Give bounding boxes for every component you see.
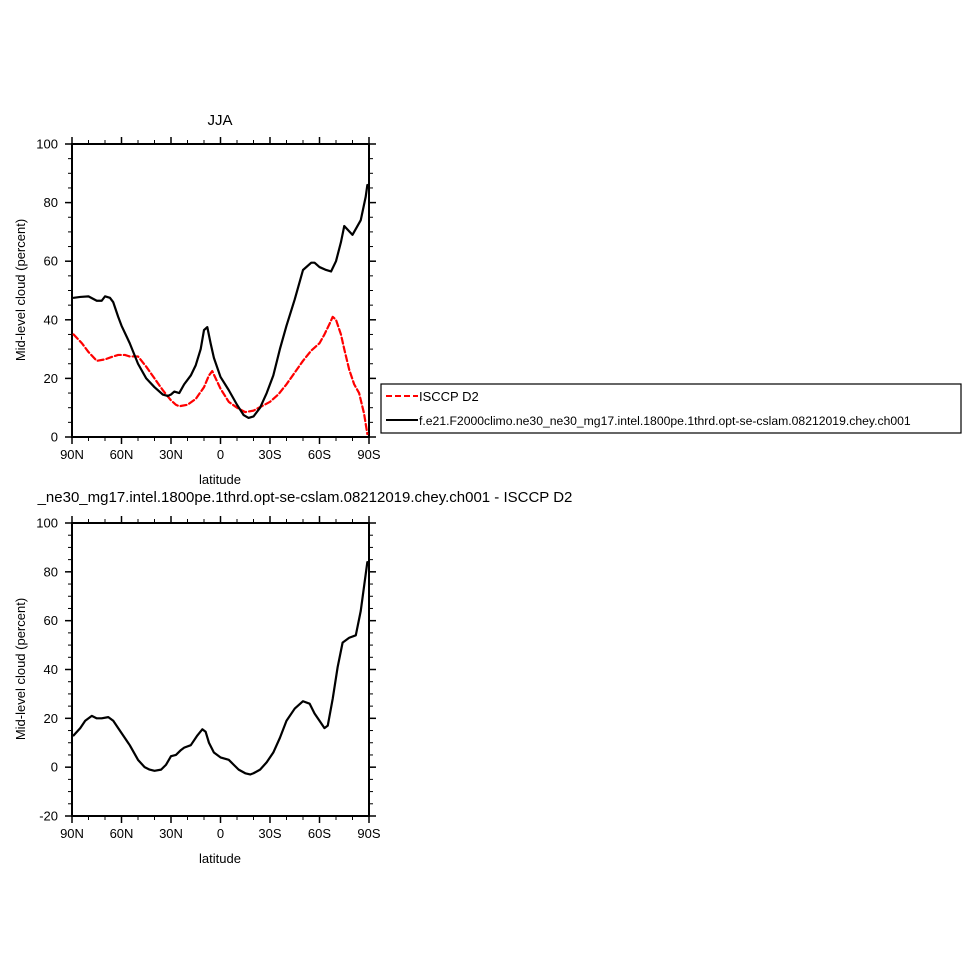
- bottom-axis-ticks: [65, 516, 376, 823]
- bottom-x-axis-label: latitude: [199, 851, 241, 866]
- y-tick-label: 20: [44, 711, 58, 726]
- series-line-1: [72, 183, 369, 420]
- y-tick-label: 40: [44, 662, 58, 677]
- y-tick-label: 100: [36, 516, 58, 531]
- y-tick-label: 0: [51, 430, 58, 445]
- y-tick-label: 80: [44, 195, 58, 210]
- x-tick-label: 30S: [258, 826, 281, 841]
- x-tick-label: 60S: [308, 447, 331, 462]
- top-x-tick-labels: 90N 60N 30N 0 30S 60S 90S: [60, 447, 381, 462]
- top-series-lines: [72, 183, 369, 436]
- y-tick-label: 60: [44, 254, 58, 269]
- top-chart-title: JJA: [207, 112, 232, 129]
- legend-box: [380, 383, 962, 434]
- top-y-tick-labels: 0 20 40 60 80 100: [36, 137, 58, 445]
- y-tick-label: 60: [44, 613, 58, 628]
- x-tick-label: 60N: [110, 447, 134, 462]
- y-tick-label: 80: [44, 564, 58, 579]
- legend: ISCCP D2 f.e21.F2000climo.ne30_ne30_mg17…: [380, 383, 962, 434]
- series-line-0: [72, 560, 369, 776]
- legend-label-model: f.e21.F2000climo.ne30_ne30_mg17.intel.18…: [419, 414, 911, 428]
- x-tick-label: 0: [217, 447, 224, 462]
- top-panel: JJA 90N 60N 30N 0 30S 60S 90S 0 20 40 60 80 100 lat…: [13, 112, 381, 487]
- bottom-panel: _ne30_mg17.intel.1800pe.1thrd.opt-se-csl…: [13, 489, 572, 866]
- y-tick-label: 100: [36, 137, 58, 152]
- bottom-plot-frame: [71, 522, 370, 817]
- x-tick-label: 60N: [110, 826, 134, 841]
- bottom-series-lines: [72, 560, 369, 776]
- legend-label-isccp: ISCCP D2: [419, 389, 479, 404]
- x-tick-label: 30N: [159, 447, 183, 462]
- x-tick-label: 90N: [60, 447, 84, 462]
- y-tick-label: 0: [51, 760, 58, 775]
- bottom-y-axis-label: Mid-level cloud (percent): [13, 598, 28, 740]
- y-tick-label: -20: [39, 809, 58, 824]
- top-axis-ticks: [65, 137, 376, 444]
- bottom-x-tick-labels: 90N 60N 30N 0 30S 60S 90S: [60, 826, 381, 841]
- x-tick-label: 90S: [357, 447, 380, 462]
- bottom-y-tick-labels: -20 0 20 40 60 80 100: [36, 516, 58, 824]
- series-line-0: [72, 315, 369, 436]
- x-tick-label: 60S: [308, 826, 331, 841]
- x-tick-label: 90S: [357, 826, 380, 841]
- top-x-axis-label: latitude: [199, 472, 241, 487]
- y-tick-label: 20: [44, 371, 58, 386]
- x-tick-label: 30N: [159, 826, 183, 841]
- x-tick-label: 30S: [258, 447, 281, 462]
- top-y-axis-label: Mid-level cloud (percent): [13, 219, 28, 361]
- y-tick-label: 40: [44, 312, 58, 327]
- x-tick-label: 0: [217, 826, 224, 841]
- x-tick-label: 90N: [60, 826, 84, 841]
- top-plot-frame: [71, 143, 370, 438]
- bottom-chart-title: _ne30_mg17.intel.1800pe.1thrd.opt-se-csl…: [37, 489, 573, 506]
